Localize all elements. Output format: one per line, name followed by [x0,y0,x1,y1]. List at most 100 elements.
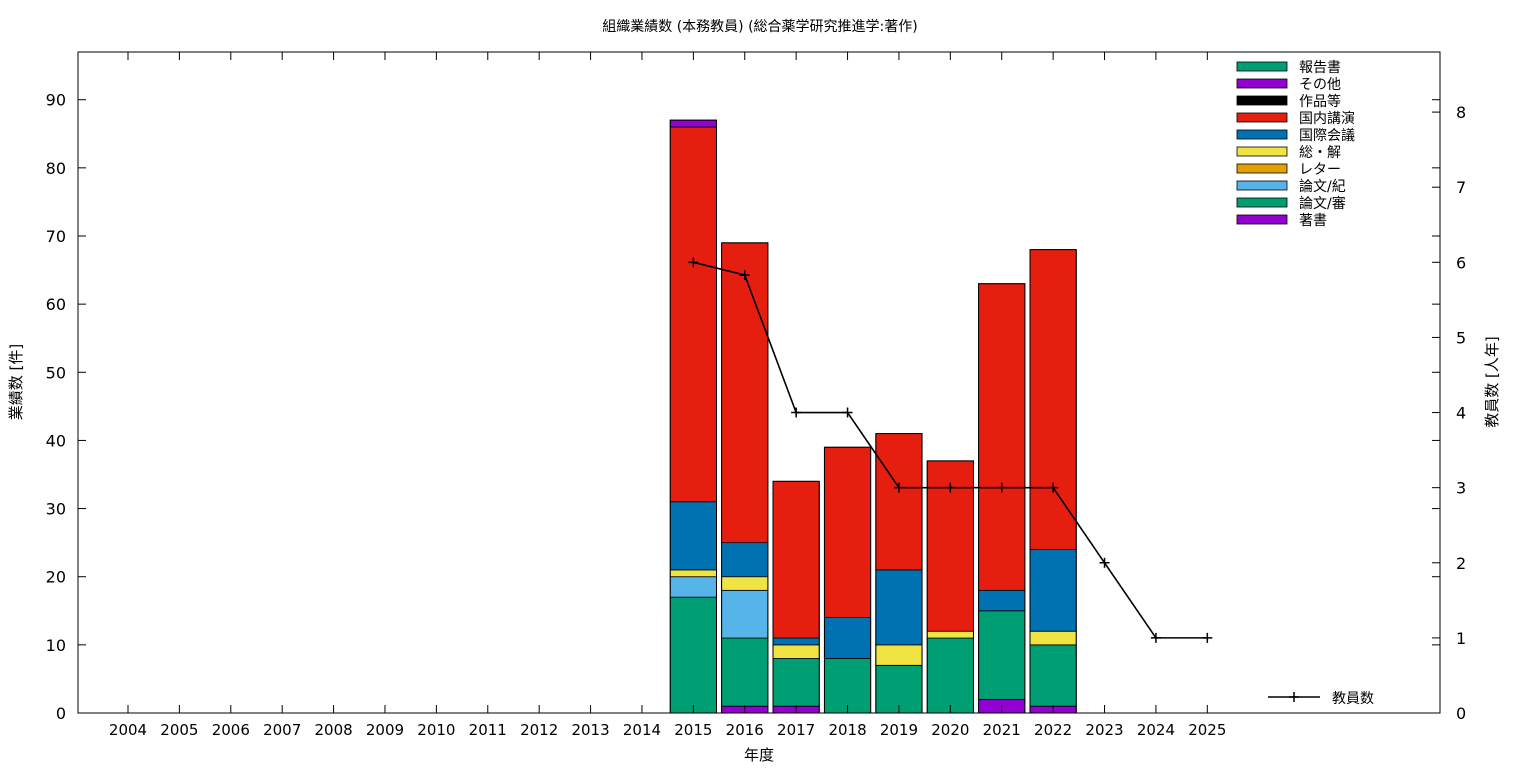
bar-segment [721,542,769,578]
y-tick-label: 80 [46,159,66,178]
bar-segment [926,637,974,714]
x-tick-label: 2009 [366,721,404,739]
y-tick-label: 90 [46,91,66,110]
bar-segment [669,126,717,503]
teacher-count-point [945,482,956,493]
bar-segment [669,501,717,571]
bar-segment [824,658,872,714]
bar-segment [1029,644,1077,707]
legend-label: 国内講演 [1299,111,1355,127]
y2-tick-label: 8 [1456,103,1466,122]
teacher-count-line-layer [688,257,1213,643]
legend-swatch [1236,180,1288,191]
bar-segment [875,644,923,666]
legend-label: 報告書 [1299,60,1341,76]
x-tick-label: 2011 [469,721,507,739]
teacher-count-point [842,407,853,418]
teacher-count-point [791,407,802,418]
x-tick-label: 2023 [1085,721,1123,739]
bar-segment [721,242,769,544]
legend-label: 作品等 [1299,93,1341,110]
legend-swatch [1236,95,1288,106]
legend-label: レター [1299,162,1341,178]
legend-swatch [1236,129,1288,140]
line-legend-label: 教員数 [1332,691,1374,707]
y-tick-label: 40 [46,431,66,450]
teacher-count-point [893,482,904,493]
legend-swatch [1236,163,1288,174]
bar-segment [978,283,1026,591]
bar-segment [772,644,820,659]
y-tick-label: 60 [46,295,66,314]
bars-layer [669,119,1077,714]
y2-tick-label: 5 [1456,328,1466,347]
legend-swatch [1236,61,1288,72]
bar-segment [669,569,717,578]
bar-segment [669,119,717,128]
teacher-count-point [688,257,699,268]
y2-tick-label: 1 [1456,629,1466,648]
teacher-count-point [1099,557,1110,568]
legend-swatch [1236,146,1288,157]
bar-segment [669,596,717,714]
x-tick-label: 2014 [623,721,661,739]
legend-label: 国際会議 [1299,127,1355,144]
bar-segment [772,637,820,646]
y-tick-label: 50 [46,363,66,382]
legend-label: 論文/紀 [1299,179,1346,195]
x-tick-label: 2021 [983,721,1021,739]
x-tick-label: 2016 [726,721,764,739]
x-tick-label: 2017 [777,721,815,739]
bar-segment [824,617,872,659]
line-legend: 教員数 [1268,691,1374,707]
x-tick-label: 2022 [1034,721,1072,739]
bar-segment [978,610,1026,700]
bar-segment [669,576,717,598]
bar-segment [875,569,923,646]
x-tick-label: 2024 [1137,721,1175,739]
x-tick-label: 2019 [880,721,918,739]
legend-label: 著書 [1299,213,1327,229]
x-tick-label: 2005 [160,721,198,739]
chart-title: 組織業績数 (本務教員) (総合薬学研究推進学:著作) [602,19,917,35]
legend-swatch [1236,112,1288,123]
legend-label: 論文/審 [1299,196,1346,212]
bar-segment [875,433,923,571]
line-legend-marker [1289,692,1299,702]
teacher-count-point [1048,482,1059,493]
y-axis: 0 10 20 30 40 50 60 70 80 90 [46,91,1440,723]
x-tick-label: 2010 [417,721,455,739]
y-axis-label: 業績数 [件] [7,344,25,420]
legend-swatch [1236,78,1288,89]
x-tick-label: 2015 [674,721,712,739]
y-tick-label: 20 [46,568,66,587]
legend-swatch [1236,214,1288,225]
teacher-count-point [1150,632,1161,643]
bar-segment [926,630,974,639]
bar-segment [721,576,769,591]
y2-tick-label: 0 [1456,704,1466,723]
x-tick-label: 2004 [109,721,147,739]
x-axis: 2004 2005 2006 2007 2008 2009 2010 2011 2012 2013… [109,52,1226,739]
x-tick-label: 2013 [571,721,609,739]
bar-segment [1029,630,1077,646]
bar-segment [978,589,1026,612]
legend-swatch [1236,197,1288,208]
legend-label: 総・解 [1299,145,1341,161]
y2-tick-label: 4 [1456,404,1466,423]
plot-frame [77,51,1441,714]
y2-tick-label: 2 [1456,554,1466,573]
x-tick-label: 2025 [1188,721,1226,739]
x-axis-label: 年度 [744,746,774,764]
y2-tick-label: 3 [1456,479,1466,498]
y2-tick-label: 6 [1456,253,1466,272]
y2-tick-label: 7 [1456,178,1466,197]
bar-segment [721,589,769,639]
x-tick-label: 2012 [520,721,558,739]
bar-segment [772,658,820,707]
y2-axis: 0 1 2 3 4 5 6 7 8 [1432,103,1466,723]
y-tick-label: 0 [56,704,66,723]
x-tick-label: 2008 [314,721,352,739]
bar-segment [1029,249,1077,550]
